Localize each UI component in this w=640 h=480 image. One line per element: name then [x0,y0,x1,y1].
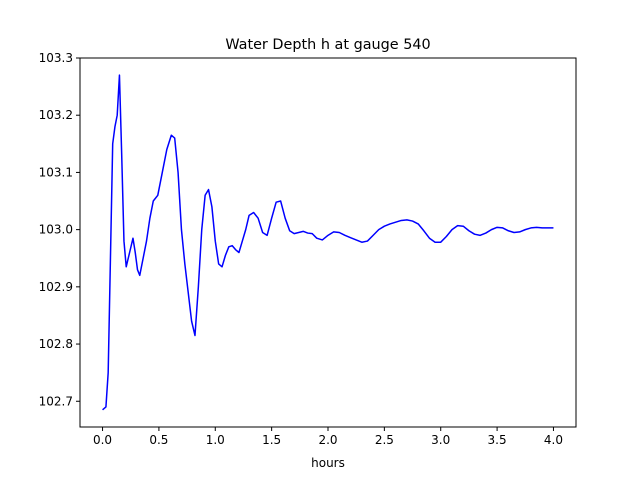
x-tick-label: 1.5 [262,433,281,447]
y-tick-label: 102.8 [39,337,73,351]
x-axis-ticks: 0.0 0.5 1.0 1.5 2.0 2.5 3.0 3.5 4.0 [93,427,563,447]
x-axis-label: hours [311,456,345,470]
x-tick-label: 1.0 [206,433,225,447]
x-tick-label: 3.0 [431,433,450,447]
x-tick-label: 4.0 [544,433,563,447]
chart-title: Water Depth h at gauge 540 [225,37,430,53]
y-tick-label: 103.0 [39,223,73,237]
y-tick-label: 103.2 [39,108,73,122]
x-tick-label: 2.0 [318,433,337,447]
plot-area [80,58,576,427]
series-line-0 [102,74,554,411]
y-tick-label: 102.9 [39,280,73,294]
y-axis-ticks: 102.7 102.8 102.9 103.0 103.1 103.2 103.3 [39,51,80,408]
series-layer [102,74,554,411]
x-tick-label: 0.5 [149,433,168,447]
y-tick-label: 103.1 [39,165,73,179]
x-tick-label: 0.0 [93,433,112,447]
y-tick-label: 103.3 [39,51,73,65]
y-tick-label: 102.7 [39,394,73,408]
plot-frame [79,57,577,428]
x-tick-label: 2.5 [375,433,394,447]
x-tick-label: 3.5 [488,433,507,447]
